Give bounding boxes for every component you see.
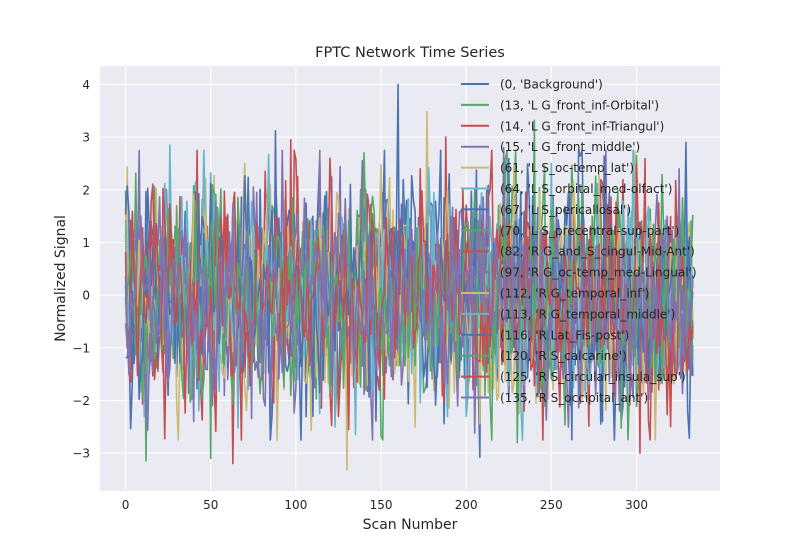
y-tick-label: 1	[82, 236, 90, 250]
y-tick-label: −1	[72, 341, 90, 355]
legend-entry: (70, 'L S_precentral-sup-part')	[500, 224, 679, 238]
x-tick-label: 150	[370, 498, 393, 512]
y-tick-label: −2	[72, 394, 90, 408]
y-tick-label: 3	[82, 131, 90, 145]
legend-entry: (82, 'R G_and_S_cingul-Mid-Ant')	[500, 245, 695, 259]
x-tick-label: 100	[284, 498, 307, 512]
x-axis-label: Scan Number	[363, 517, 458, 533]
legend-entry: (135, 'R S_occipital_ant')	[500, 391, 648, 405]
legend-entry: (120, 'R S_calcarine')	[500, 349, 627, 363]
series-line-15	[124, 167, 694, 428]
legend-entry: (113, 'R G_temporal_middle')	[500, 307, 675, 321]
legend-entry: (125, 'R S_circular_insula_sup')	[500, 370, 686, 384]
legend-entry: (64, 'L S_orbital_med-olfact')	[500, 182, 672, 196]
legend-entry: (0, 'Background')	[500, 78, 603, 92]
y-tick-label: 0	[82, 289, 90, 303]
x-tick-label: 300	[625, 498, 648, 512]
y-tick-labels: −3 −2 −1 0 1 2 3 4	[72, 78, 90, 461]
x-tick-label: 250	[540, 498, 563, 512]
series-lines	[124, 83, 694, 471]
x-tick-label: 200	[455, 498, 478, 512]
legend: (0, 'Background') (13, 'L G_front_inf-Orb…	[461, 78, 697, 405]
y-tick-label: −3	[72, 447, 90, 461]
x-tick-labels: 0 50 100 150 200 250 300	[122, 498, 648, 512]
chart-title: FPTC Network Time Series	[315, 45, 505, 61]
legend-entry: (112, 'R G_temporal_inf')	[500, 287, 649, 301]
legend-entry: (97, 'R G_oc-temp_med-Lingual')	[500, 266, 697, 280]
legend-entry: (67, 'L S_pericallosal')	[500, 203, 631, 217]
y-axis-label: Normalized Signal	[53, 215, 69, 342]
x-tick-label: 0	[122, 498, 130, 512]
y-tick-label: 4	[82, 78, 90, 92]
legend-entry: (13, 'L G_front_inf-Orbital')	[500, 98, 659, 112]
legend-entry: (14, 'L G_front_inf-Triangul')	[500, 119, 664, 133]
x-tick-label: 50	[203, 498, 218, 512]
y-tick-label: 2	[82, 183, 90, 197]
legend-entry: (116, 'R Lat_Fis-post')	[500, 328, 629, 342]
legend-entry: (15, 'L G_front_middle')	[500, 140, 640, 154]
legend-entry: (61, 'L S_oc-temp_lat')	[500, 161, 634, 175]
